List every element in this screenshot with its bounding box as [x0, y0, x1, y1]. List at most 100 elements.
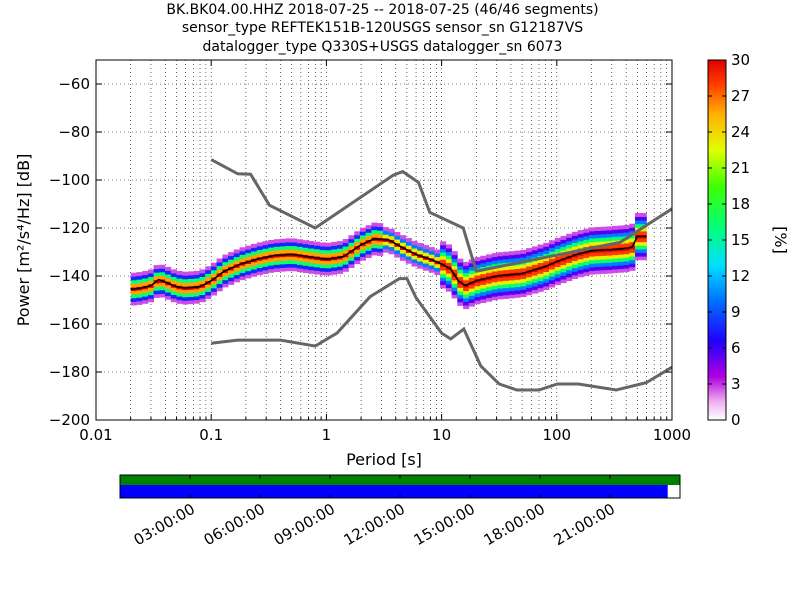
density-cell	[594, 230, 601, 235]
density-cell	[554, 270, 561, 275]
data-coverage-green	[120, 475, 680, 485]
density-cell	[606, 233, 613, 238]
density-cell	[245, 256, 252, 261]
density-cell	[388, 243, 395, 248]
density-cell	[199, 294, 206, 299]
density-cell	[445, 284, 452, 288]
density-cell	[165, 277, 172, 282]
density-cell	[199, 287, 206, 292]
density-cell	[182, 275, 189, 280]
density-cell	[165, 270, 172, 275]
density-cell	[549, 279, 556, 284]
density-cell	[451, 276, 458, 281]
density-cell	[417, 250, 424, 255]
density-cell	[640, 216, 647, 221]
density-cell	[422, 252, 429, 257]
density-cell	[440, 244, 447, 249]
density-cell	[537, 280, 544, 285]
density-cell	[526, 280, 533, 285]
density-cell	[279, 264, 286, 268]
density-cell	[400, 238, 407, 243]
density-cell	[359, 227, 366, 232]
density-cell	[434, 253, 441, 258]
density-cell	[629, 241, 636, 246]
density-cell	[508, 283, 515, 288]
density-cell	[468, 302, 475, 307]
density-cell	[159, 293, 166, 298]
y-axis-label: Power [m²/s⁴/Hz] [dB]	[14, 154, 33, 327]
time-tick-label: 21:00:00	[551, 500, 618, 549]
density-cell	[314, 241, 321, 246]
density-cell	[537, 251, 544, 256]
density-cell	[268, 261, 275, 266]
density-cell	[526, 276, 533, 281]
density-cell	[199, 291, 206, 295]
density-cell	[434, 267, 441, 272]
density-cell	[543, 286, 550, 290]
density-cell	[635, 252, 642, 257]
density-cell	[262, 244, 269, 249]
density-cell	[486, 258, 493, 262]
density-cell	[239, 258, 246, 263]
density-cell	[136, 300, 143, 305]
density-cell	[543, 250, 550, 254]
density-cell	[417, 264, 424, 269]
density-cell	[560, 275, 567, 280]
density-cell	[233, 256, 240, 261]
density-cell	[365, 232, 372, 237]
density-cell	[314, 259, 321, 264]
density-cell	[497, 259, 504, 264]
density-cell	[348, 238, 355, 243]
density-cell	[531, 289, 538, 294]
density-cell	[577, 273, 584, 278]
density-cell	[434, 256, 441, 261]
density-cell	[354, 260, 361, 265]
density-cell	[296, 239, 303, 244]
density-cell	[302, 243, 309, 248]
density-cell	[302, 240, 309, 245]
density-cell	[222, 258, 229, 263]
density-cell	[451, 258, 458, 263]
density-cell	[635, 249, 642, 253]
density-cell	[228, 280, 235, 285]
density-cell	[514, 293, 521, 298]
density-cell	[629, 238, 636, 243]
x-tick-label: 10	[432, 426, 451, 444]
density-cell	[222, 283, 229, 288]
density-cell	[543, 246, 550, 251]
density-cell	[251, 269, 258, 274]
density-cell	[428, 261, 435, 266]
density-cell	[142, 281, 149, 286]
density-cell	[296, 260, 303, 265]
time-tick-label: 18:00:00	[481, 500, 548, 549]
density-cell	[640, 227, 647, 232]
density-cell	[273, 250, 280, 254]
density-cell	[554, 266, 561, 271]
density-cell	[566, 233, 573, 238]
density-cell	[136, 293, 143, 298]
density-cell	[239, 272, 246, 277]
density-cell	[457, 265, 464, 270]
density-cell	[589, 241, 596, 246]
density-cell	[377, 230, 384, 235]
density-cell	[497, 255, 504, 260]
density-cell	[491, 292, 498, 297]
density-cell	[130, 290, 137, 295]
density-cell	[382, 230, 389, 235]
density-cell	[463, 269, 470, 274]
density-cell	[463, 287, 470, 292]
density-cell	[526, 255, 533, 260]
density-cell	[497, 288, 504, 293]
time-tick-label: 09:00:00	[271, 500, 338, 549]
density-cell	[514, 265, 521, 269]
density-cell	[623, 225, 630, 229]
density-cell	[583, 243, 590, 248]
density-cell	[268, 243, 275, 248]
density-cell	[486, 283, 493, 288]
density-cell	[606, 230, 613, 234]
density-cell	[216, 280, 223, 285]
density-cell	[594, 263, 601, 267]
density-cell	[188, 275, 195, 279]
density-cell	[182, 271, 189, 276]
density-cell	[451, 262, 458, 266]
